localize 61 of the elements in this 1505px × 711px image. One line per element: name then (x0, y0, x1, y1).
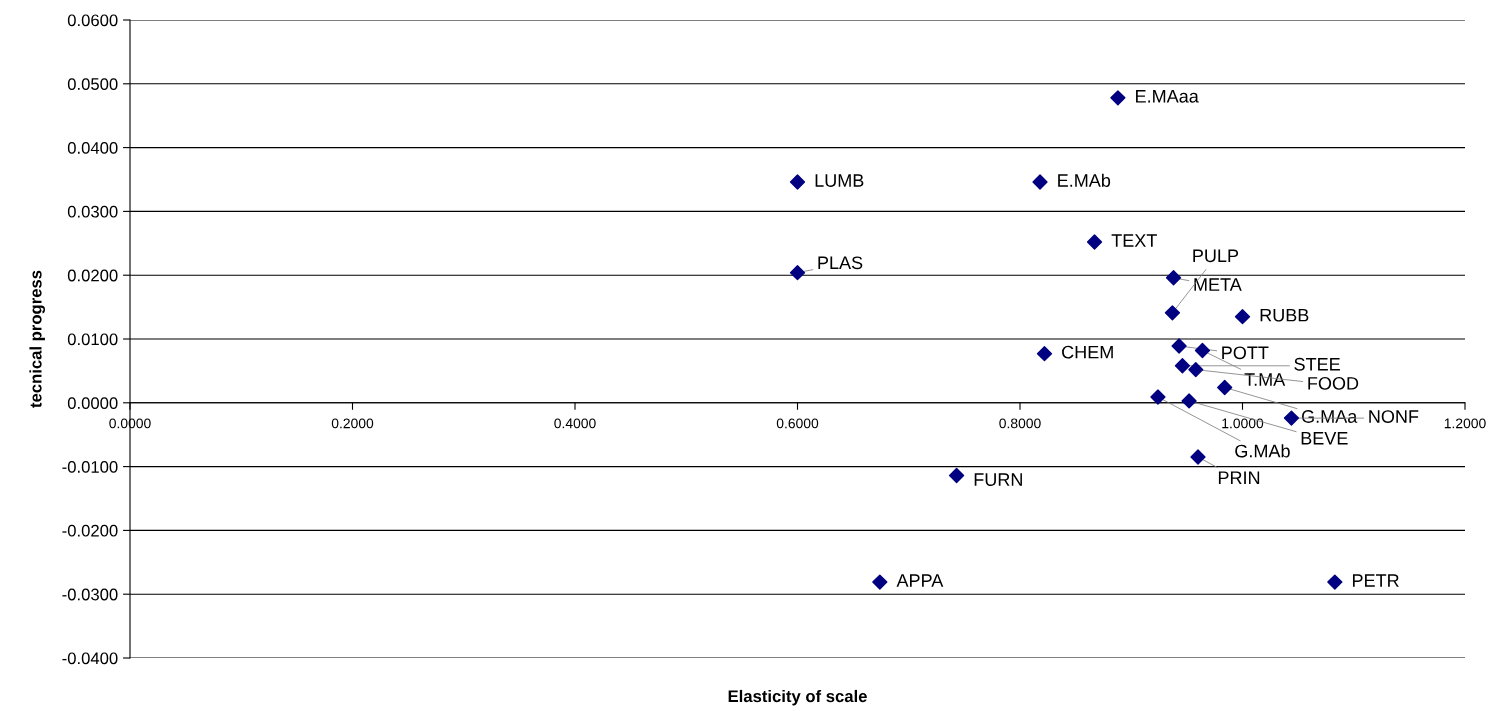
annotation: TEXT (1111, 234, 1157, 247)
annotation: BEVE (1301, 432, 1348, 445)
y-tick-label: -0.0100 (62, 461, 118, 473)
x-axis-title: Elasticity of scale (728, 689, 867, 706)
point (1032, 174, 1048, 190)
point (1174, 358, 1191, 374)
point (1036, 346, 1053, 362)
point (1086, 234, 1103, 250)
point (789, 265, 806, 281)
annotation: APPA (896, 574, 944, 587)
annotation: CHEM (1062, 345, 1113, 359)
annotation: E.MAaa (1136, 90, 1199, 103)
point (1171, 338, 1187, 354)
annotation: PULP (1193, 249, 1239, 263)
point (1181, 393, 1197, 409)
annotation: G.MAb (1235, 444, 1290, 458)
annotation: NONF (1369, 410, 1419, 423)
x-tick-label: 0.4000 (554, 418, 596, 429)
point (1165, 270, 1182, 286)
annotation: T.MA (1244, 373, 1286, 386)
point (1190, 449, 1206, 465)
point (1327, 574, 1343, 590)
y-tick-label: 0.0600 (67, 14, 118, 27)
annotation: PETR (1352, 574, 1399, 587)
y-axis-title: tecnical progress (29, 270, 46, 408)
point (1194, 342, 1211, 359)
point (1283, 410, 1300, 426)
point (789, 174, 806, 190)
point (1217, 379, 1233, 396)
point (872, 574, 888, 590)
x-tick-label: 1.2000 (1444, 418, 1486, 429)
annotation: G.MAa (1302, 410, 1358, 423)
y-tick-label: 0.0000 (67, 397, 118, 409)
x-tick-label: 0.6000 (776, 418, 819, 429)
y-tick-label: 0.0100 (67, 333, 118, 346)
annotation: PRIN (1218, 471, 1260, 484)
y-tick-label: -0.0300 (62, 588, 118, 601)
point (1150, 389, 1166, 405)
y-tick-label: 0.0200 (67, 269, 118, 282)
annotation: PLAS (818, 256, 863, 270)
annotation: META (1194, 278, 1242, 291)
annotation: LUMB (815, 174, 864, 187)
annotation: RUBB (1260, 308, 1309, 322)
point (1110, 90, 1126, 106)
point (1188, 361, 1204, 378)
x-tick-label: 0.8000 (999, 418, 1041, 429)
y-tick-label: -0.0400 (62, 652, 118, 665)
annotation: FURN (974, 473, 1022, 486)
y-tick-label: 0.0300 (67, 205, 118, 218)
point (948, 467, 965, 484)
x-tick-label: 1.0000 (1222, 418, 1264, 429)
point (1234, 309, 1251, 325)
annotation: POTT (1222, 346, 1269, 360)
x-tick-label: 0.2000 (331, 418, 374, 429)
point (1164, 305, 1181, 321)
y-tick-label: -0.0200 (62, 524, 118, 537)
annotation: FOOD (1308, 376, 1359, 390)
y-tick-label: 0.0500 (67, 78, 118, 90)
annotation: E.MAb (1058, 173, 1111, 187)
y-tick-label: 0.0400 (67, 142, 118, 154)
annotation: STEE (1294, 357, 1340, 371)
